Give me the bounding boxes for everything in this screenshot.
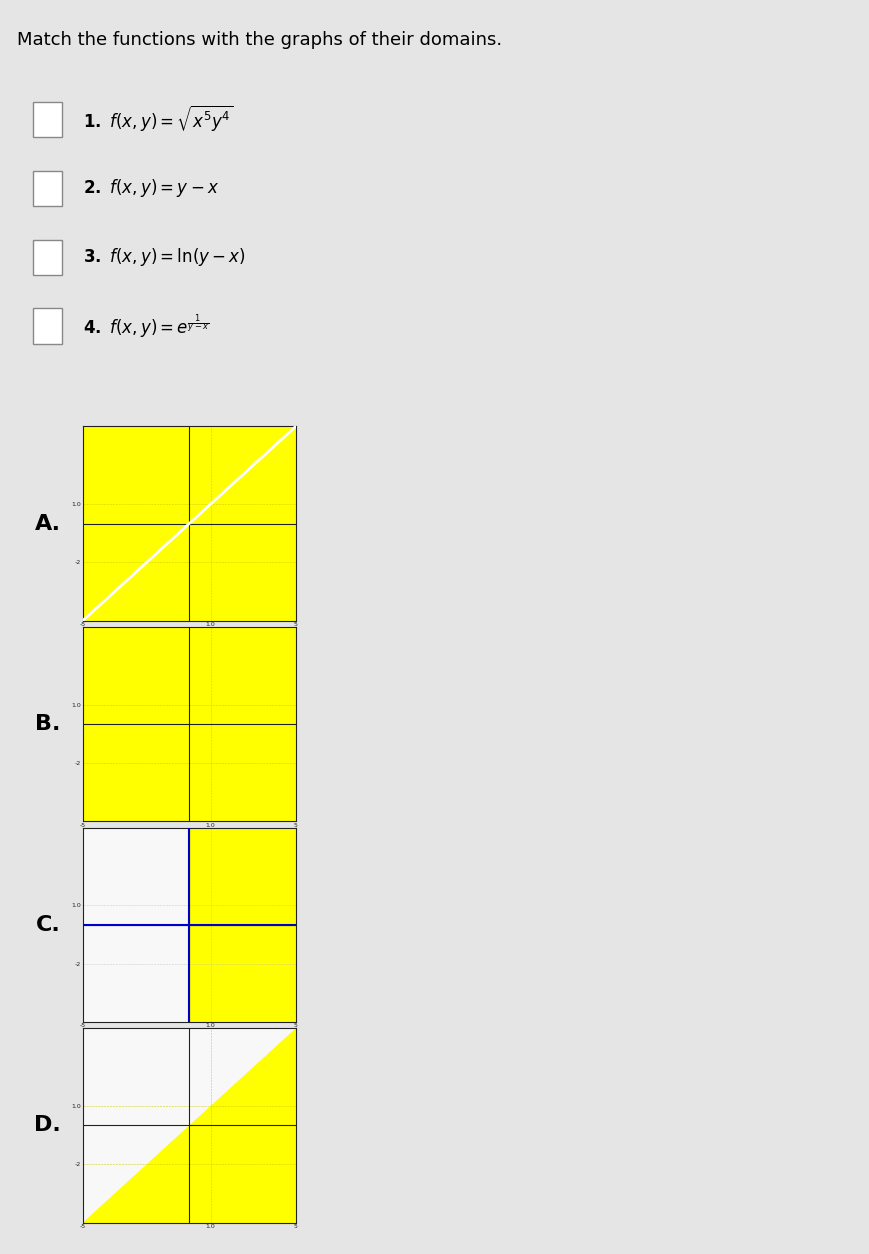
Text: $\mathbf{3.}\ f(x, y) = \ln(y - x)$: $\mathbf{3.}\ f(x, y) = \ln(y - x)$ xyxy=(83,246,245,268)
Text: A.: A. xyxy=(35,514,61,533)
Text: Match the functions with the graphs of their domains.: Match the functions with the graphs of t… xyxy=(17,31,502,49)
Text: $\mathbf{4.}\ f(x, y) = e^{\frac{1}{y-x}}$: $\mathbf{4.}\ f(x, y) = e^{\frac{1}{y-x}… xyxy=(83,312,209,340)
Text: D.: D. xyxy=(35,1116,61,1135)
Text: $\mathbf{2.}\ f(x, y) = y - x$: $\mathbf{2.}\ f(x, y) = y - x$ xyxy=(83,177,219,199)
Text: B.: B. xyxy=(35,715,61,734)
Text: C.: C. xyxy=(36,915,60,934)
Text: $\mathbf{1.}\ f(x, y) = \sqrt{x^5 y^4}$: $\mathbf{1.}\ f(x, y) = \sqrt{x^5 y^4}$ xyxy=(83,104,233,134)
